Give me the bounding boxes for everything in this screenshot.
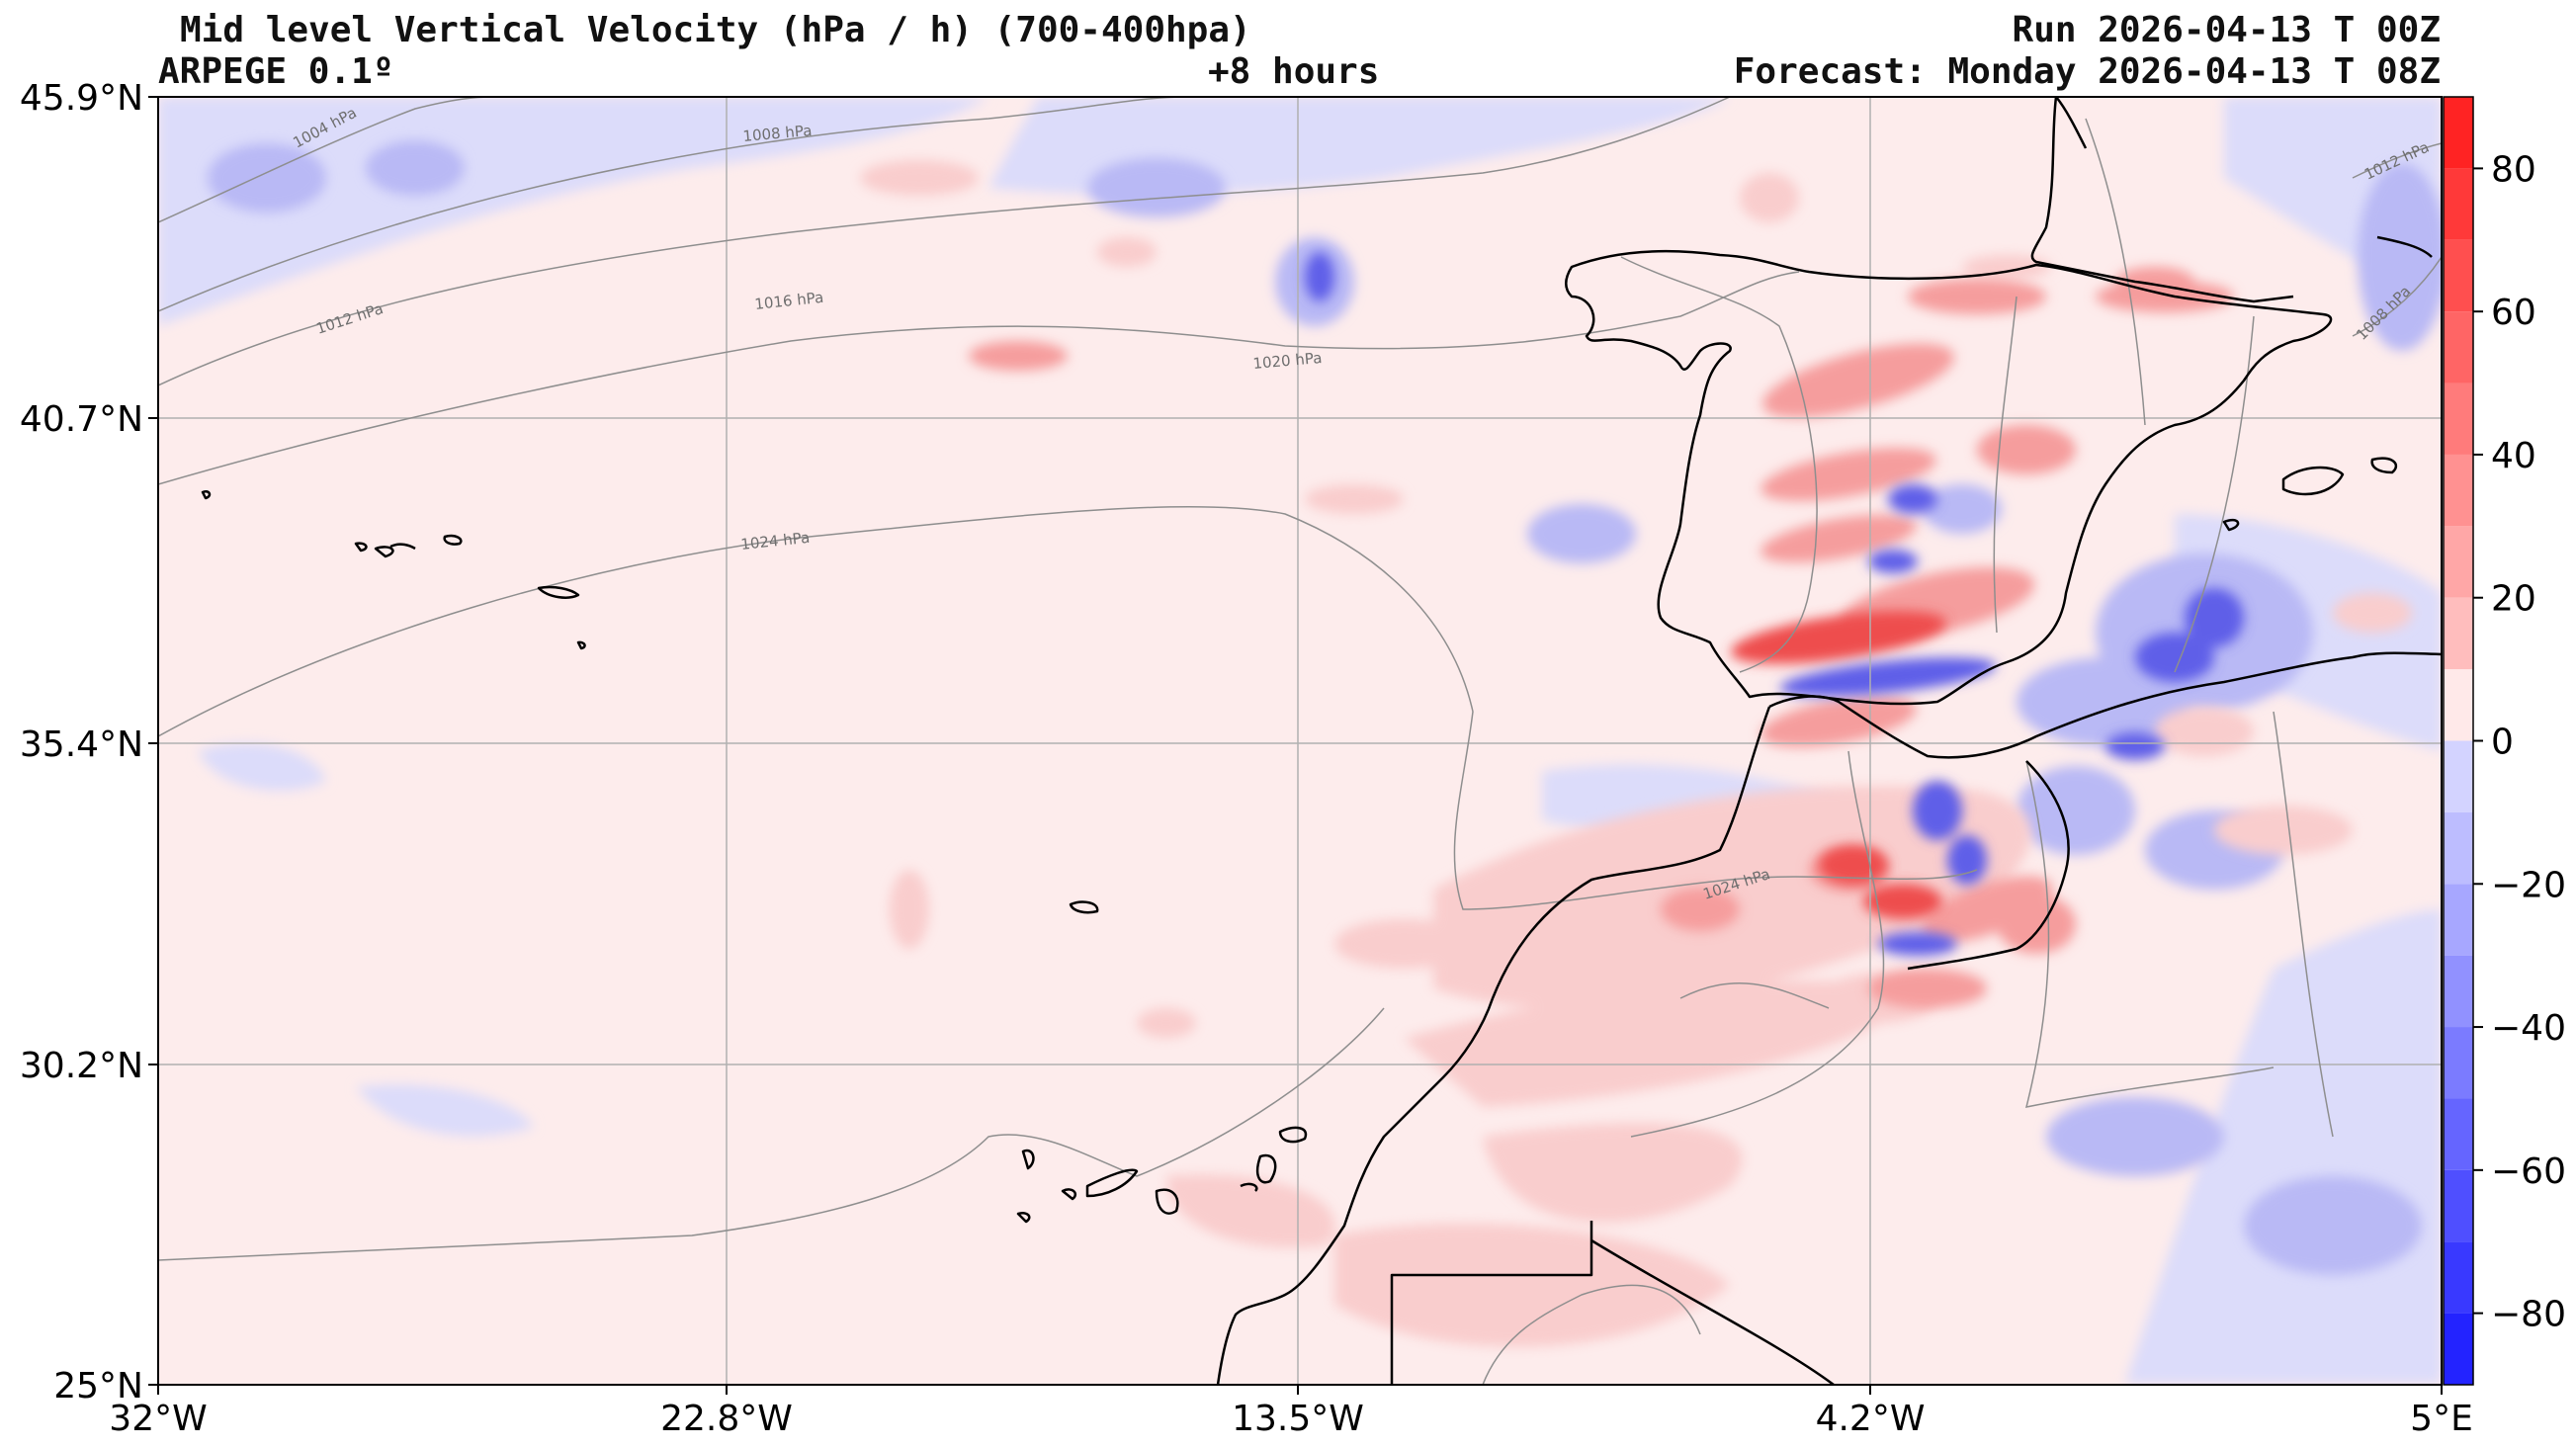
colorbar-segment-negative <box>2444 884 2473 956</box>
lon-label: 22.8°W <box>660 1399 793 1439</box>
colorbar-segment-zero <box>2444 669 2473 741</box>
velocity-field-positive-light <box>860 160 2412 1347</box>
colorbar-segment-negative <box>2444 1027 2473 1099</box>
run-label: Run 2026-04-13 T 00Z <box>2012 10 2441 50</box>
lat-label: 25°N <box>53 1366 143 1406</box>
colorbar-segment-negative <box>2444 1313 2473 1385</box>
velocity-field-positive-mid <box>969 267 2234 1008</box>
colorbar-segment-positive <box>2444 239 2473 312</box>
colorbar-tick-label: 80 <box>2491 149 2536 190</box>
colorbar-segment-negative <box>2444 955 2473 1028</box>
lon-label: 13.5°W <box>1232 1399 1364 1439</box>
colorbar-segment-negative <box>2444 740 2473 812</box>
colorbar-segment-negative <box>2444 811 2473 885</box>
colorbar <box>2444 97 2473 1385</box>
colorbar-segment-negative <box>2444 1169 2473 1242</box>
latitude-labels: 45.9°N 40.7°N 35.4°N 30.2°N 25°N <box>20 78 143 1406</box>
colorbar-tick-label: −60 <box>2491 1151 2566 1192</box>
lat-label: 30.2°N <box>20 1046 143 1086</box>
colorbar-segment-positive <box>2444 383 2473 455</box>
longitude-labels: 32°W 22.8°W 13.5°W 4.2°W 5°E <box>109 1399 2473 1439</box>
colorbar-segment-positive <box>2444 97 2473 169</box>
colorbar-segment-negative <box>2444 1241 2473 1314</box>
colorbar-ticks: 80 60 40 20 0 −20 −40 −60 −80 <box>2473 149 2566 1335</box>
coastlines <box>201 97 2442 1385</box>
velocity-field-negative-strong <box>1305 252 2244 956</box>
chart-title: Mid level Vertical Velocity (hPa / h) (7… <box>180 10 1251 50</box>
lead-time-label: +8 hours <box>1208 51 1380 92</box>
model-label: ARPEGE 0.1º <box>158 51 394 92</box>
colorbar-tick-label: 0 <box>2491 723 2514 763</box>
colorbar-tick-label: 20 <box>2491 579 2536 620</box>
colorbar-tick-label: −40 <box>2491 1008 2566 1049</box>
colorbar-tick-label: 40 <box>2491 436 2536 476</box>
map-frame <box>157 96 2443 1386</box>
colorbar-segment-positive <box>2444 454 2473 527</box>
colorbar-segment-positive <box>2444 526 2473 598</box>
colorbar-tick-label: −20 <box>2491 865 2566 905</box>
forecast-label: Forecast: Monday 2026-04-13 T 08Z <box>1733 51 2441 92</box>
lat-label: 45.9°N <box>20 78 143 119</box>
colorbar-segment-positive <box>2444 311 2473 383</box>
lon-label: 4.2°W <box>1816 1399 1926 1439</box>
country-borders <box>1482 118 2334 1385</box>
graticule <box>158 97 2442 1385</box>
axis-ticks <box>148 96 2443 1395</box>
map-panel: 1004 hPa 1008 hPa 1012 hPa 1016 hPa 1020… <box>158 97 2442 1385</box>
colorbar-segment-positive <box>2444 597 2473 670</box>
lat-label: 40.7°N <box>20 399 143 440</box>
lon-label: 32°W <box>109 1399 207 1439</box>
colorbar-segment-positive <box>2444 168 2473 240</box>
lat-label: 35.4°N <box>20 724 143 765</box>
isobars <box>158 97 2442 1261</box>
colorbar-tick-label: 60 <box>2491 293 2536 333</box>
lon-label: 5°E <box>2410 1399 2473 1439</box>
colorbar-tick-label: −80 <box>2491 1295 2566 1335</box>
colorbar-segment-negative <box>2444 1098 2473 1170</box>
